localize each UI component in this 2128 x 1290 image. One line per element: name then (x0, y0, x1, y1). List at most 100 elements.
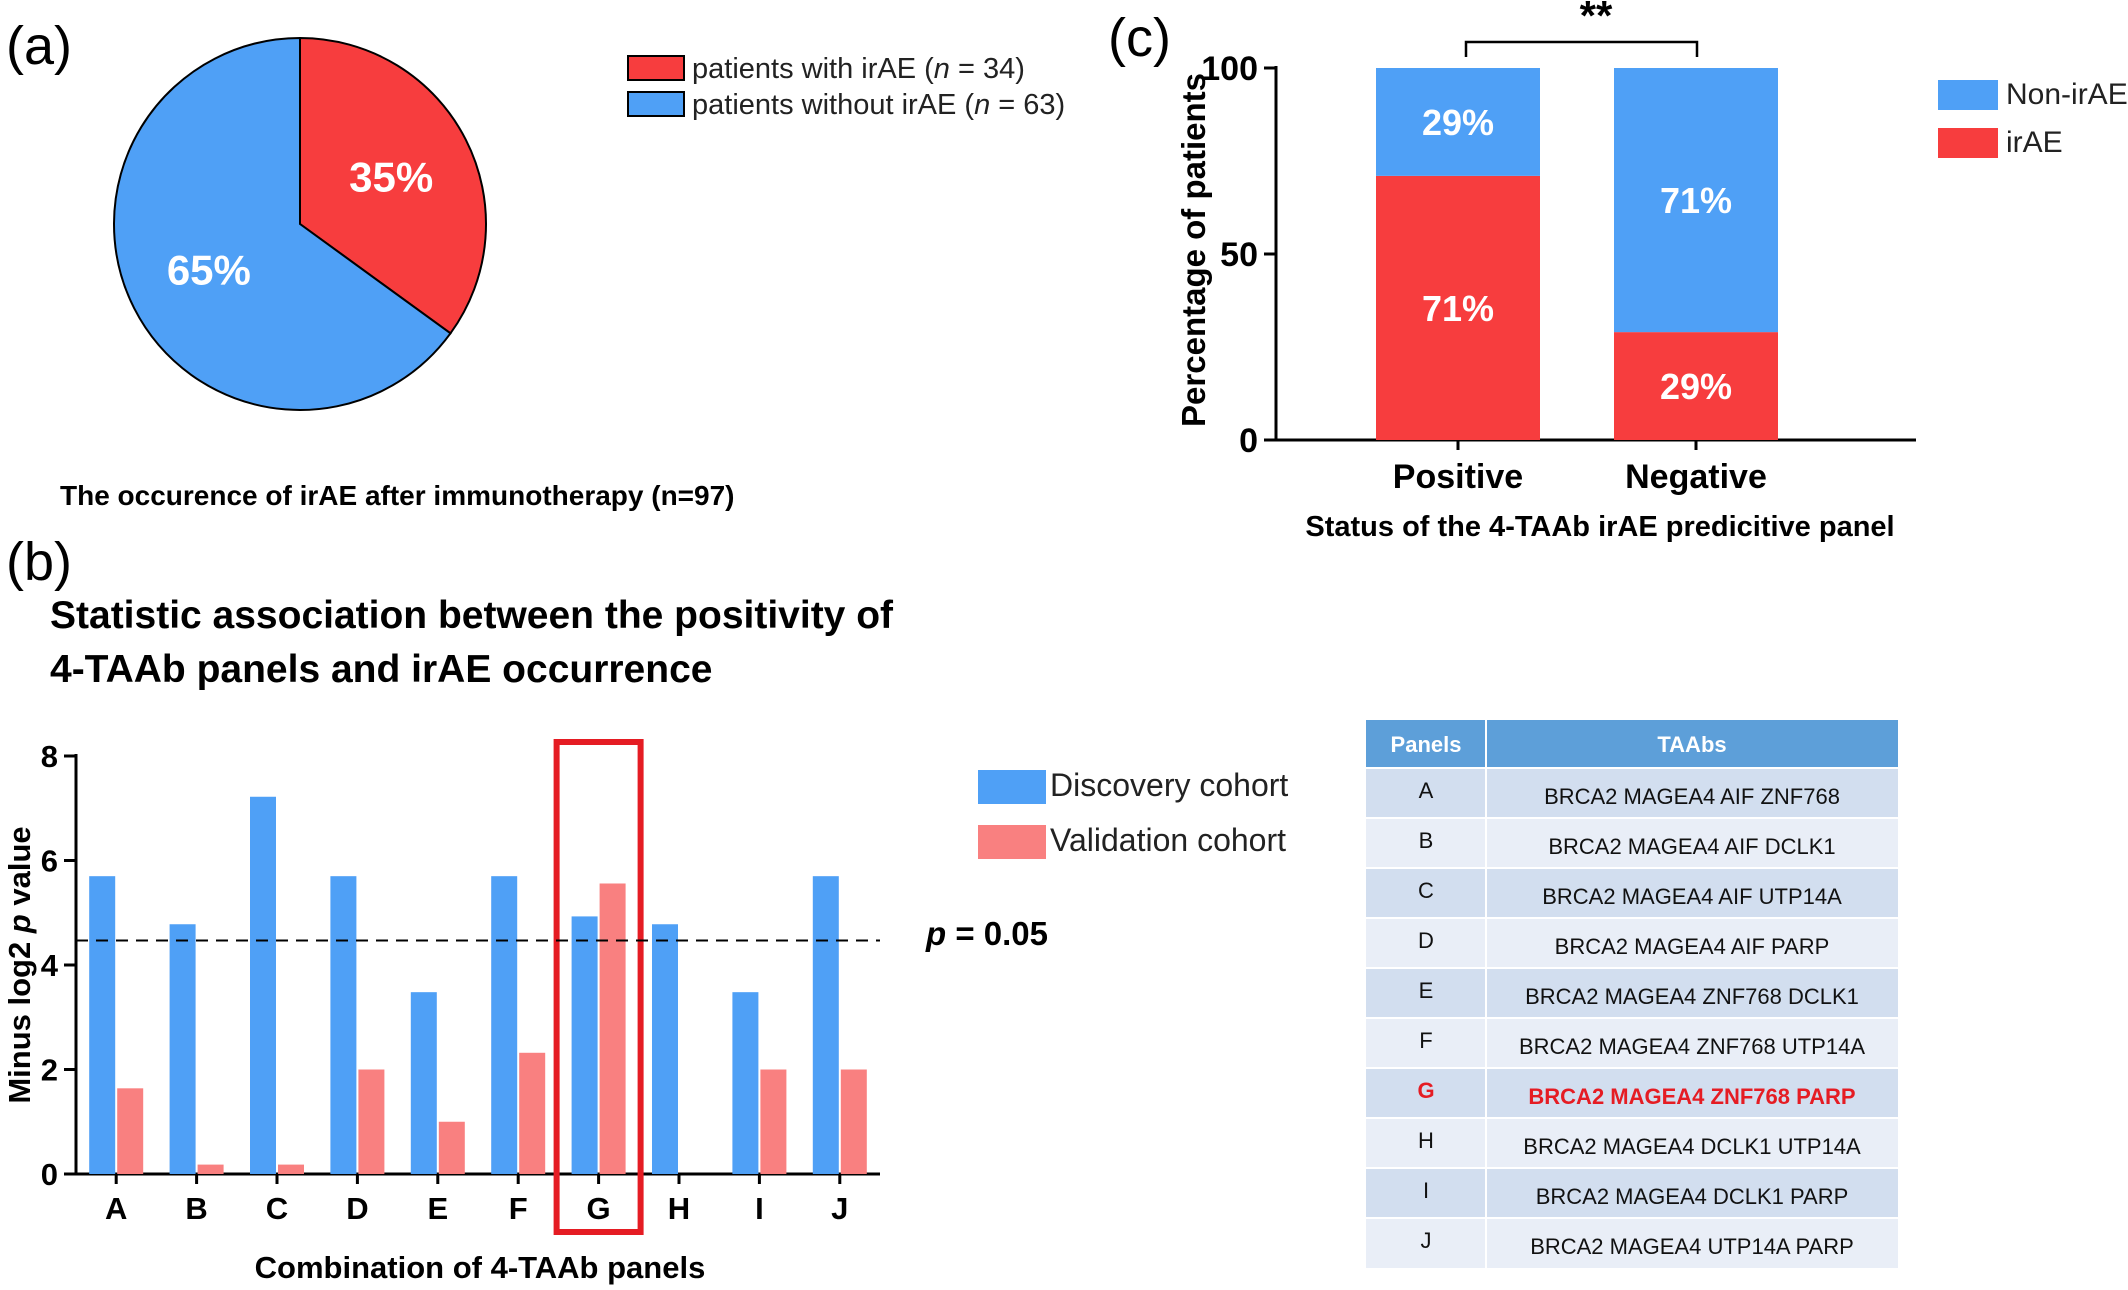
chart-c-legend-swatch-irae (1938, 128, 1998, 158)
chart-b-bar-validation-G (599, 883, 626, 1174)
chart-b-y-tick-label-1: 2 (41, 1053, 58, 1088)
chart-b-bar-validation-A (117, 1088, 144, 1174)
table-row-b (1366, 818, 1898, 868)
table-cell-taabs-h: BRCA2 MAGEA4 DCLK1 UTP14A (1523, 1134, 1861, 1159)
chart-b-x-tick-label-A: A (105, 1191, 127, 1226)
pie-legend: patients with irAE (n = 34) patients wit… (627, 53, 1065, 121)
chart-c-bar-label-irae-negative: 29% (1660, 366, 1732, 407)
chart-b-bar-discovery-D (330, 876, 357, 1174)
pie-legend-swatch-irae (627, 55, 685, 81)
chart-b-bar-discovery-C (250, 796, 276, 1174)
pie-slice-0 (299, 36, 487, 335)
table-row-h (1366, 1118, 1898, 1168)
chart-c-legend-label-irae: irAE (2006, 126, 2063, 159)
pie-legend-label-non-irae-post: = 63) (990, 89, 1065, 121)
pie-legend-swatch-non-irae (627, 91, 685, 117)
chart-b-ylabel: Minus log2 p value (2, 826, 37, 1103)
chart-b-bar-discovery-B (169, 924, 196, 1174)
chart-b-x-tick-label-F: F (509, 1191, 528, 1226)
chart-c-legend-swatch-non-irae (1938, 80, 1998, 110)
table-row-c (1366, 868, 1898, 918)
pie-legend-label-non-irae-italic: n (974, 89, 990, 121)
chart-c-bar-non-irae-positive (1376, 68, 1540, 176)
chart-b-bar-validation-E (438, 1121, 465, 1174)
pie-caption: The occurence of irAE after immunotherap… (60, 480, 735, 511)
pie-slice-label-0: 35% (349, 154, 433, 201)
chart-b-bar-validation-D (358, 1069, 385, 1174)
table-cell-panel-b: B (1419, 828, 1434, 853)
chart-c-bar-label-non-irae-positive: 29% (1422, 102, 1494, 143)
chart-b-x-tick-label-B: B (185, 1191, 207, 1226)
chart-c-y-tick-label-2: 100 (1201, 50, 1258, 88)
chart-c-legend-label-non-irae: Non-irAE (2006, 78, 2128, 111)
chart-b-bar-discovery-H (652, 924, 678, 1174)
table-cell-panel-i: I (1423, 1178, 1429, 1203)
chart-b-x-tick-label-G: G (587, 1191, 611, 1226)
pie-slices (113, 36, 487, 411)
pie-legend-label-non-irae-pre: patients without irAE ( (692, 89, 974, 121)
chart-b-bar-discovery-E (410, 992, 437, 1174)
table-cell-taabs-b: BRCA2 MAGEA4 AIF DCLK1 (1548, 834, 1835, 859)
table-row-i (1366, 1168, 1898, 1218)
table-cell-taabs-e: BRCA2 MAGEA4 ZNF768 DCLK1 (1525, 984, 1859, 1009)
chart-c: 0 50 100 Positive Negative 71% 29% 29% 71% (1201, 50, 1916, 496)
chart-b-y-tick-label-0: 0 (41, 1157, 58, 1192)
chart-b-threshold-label-italic: p (925, 915, 946, 952)
table-header-panels: Panels (1391, 732, 1462, 757)
pie-chart: 35% 65% (113, 36, 487, 411)
chart-b-xlabel: Combination of 4-TAAb panels (255, 1250, 706, 1285)
pie-legend-label-irae-post: = 34) (950, 53, 1025, 85)
chart-b: 0 2 4 6 8 A B C D E F G H I J (41, 739, 880, 1235)
chart-c-x-tick-label-positive: Positive (1393, 458, 1523, 496)
table-cell-taabs-i: BRCA2 MAGEA4 DCLK1 PARP (1536, 1184, 1849, 1209)
chart-b-bar-discovery-F (491, 876, 518, 1174)
taab-table: Panels TAAbs A BRCA2 MAGEA4 AIF ZNF768 B BRCA… (1366, 720, 1898, 1268)
chart-c-x-tick-label-negative: Negative (1625, 458, 1767, 496)
chart-c-xlabel: Status of the 4-TAAb irAE predicitive pa… (1305, 511, 1894, 543)
table-cell-taabs-c: BRCA2 MAGEA4 AIF UTP14A (1542, 884, 1842, 909)
pie-legend-label-non-irae: patients without irAE (n = 63) (692, 89, 1065, 121)
chart-b-title-line1: Statistic association between the positi… (50, 594, 894, 637)
table-cell-panel-a: A (1419, 778, 1434, 803)
table-cell-taabs-g: BRCA2 MAGEA4 ZNF768 PARP (1528, 1084, 1855, 1109)
table-cell-panel-c: C (1418, 878, 1434, 903)
chart-c-significance-bracket (1464, 40, 1699, 57)
chart-b-bar-validation-C (278, 1164, 304, 1174)
chart-b-legend-swatch-validation (978, 825, 1046, 859)
pie-labels: 35% 65% (167, 154, 433, 294)
chart-b-ylabel-post: value (2, 826, 37, 914)
pie-slice-1 (113, 36, 452, 411)
chart-b-ylabel-pre: Minus log2 (2, 933, 37, 1104)
chart-c-bar-label-irae-positive: 71% (1422, 288, 1494, 329)
chart-b-y-tick-label-4: 8 (41, 739, 58, 774)
chart-b-legend-label-discovery: Discovery cohort (1050, 767, 1288, 803)
chart-b-legend-label-validation: Validation cohort (1050, 822, 1286, 858)
panel-label-b: (b) (6, 532, 72, 592)
table-row-g (1366, 1068, 1898, 1118)
table-row-e (1366, 968, 1898, 1018)
chart-b-x-tick-label-J: J (831, 1191, 848, 1226)
chart-b-threshold-label-rest: = 0.05 (946, 915, 1048, 952)
chart-b-bar-discovery-I (732, 992, 759, 1174)
table-cell-panel-e: E (1419, 978, 1434, 1003)
panel-label-a: (a) (6, 16, 72, 76)
table-header-row (1366, 720, 1898, 768)
chart-c-bar-irae-negative (1614, 332, 1778, 440)
chart-b-legend: Discovery cohort Validation cohort (978, 767, 1288, 859)
pie-legend-label-irae-italic: n (934, 53, 950, 85)
chart-c-axes: 0 50 100 Positive Negative (1201, 50, 1916, 496)
chart-c-significance: ** (1580, 0, 1613, 39)
chart-c-y-tick-label-1: 50 (1220, 236, 1258, 274)
chart-b-y-tick-label-2: 4 (41, 948, 59, 983)
chart-c-ylabel: Percentage of patients (1175, 73, 1212, 427)
chart-c-bar-non-irae-negative (1614, 68, 1778, 333)
chart-b-threshold-label: p = 0.05 (925, 915, 1048, 952)
chart-c-bars: 71% 29% 29% 71% (1376, 68, 1778, 440)
table-cell-panel-f: F (1419, 1028, 1432, 1053)
chart-b-bar-validation-B (197, 1164, 224, 1174)
table-cell-taabs-a: BRCA2 MAGEA4 AIF ZNF768 (1544, 784, 1840, 809)
chart-c-bar-label-non-irae-negative: 71% (1660, 180, 1732, 221)
chart-b-x-tick-label-D: D (346, 1191, 368, 1226)
chart-b-x-tick-label-I: I (755, 1191, 764, 1226)
